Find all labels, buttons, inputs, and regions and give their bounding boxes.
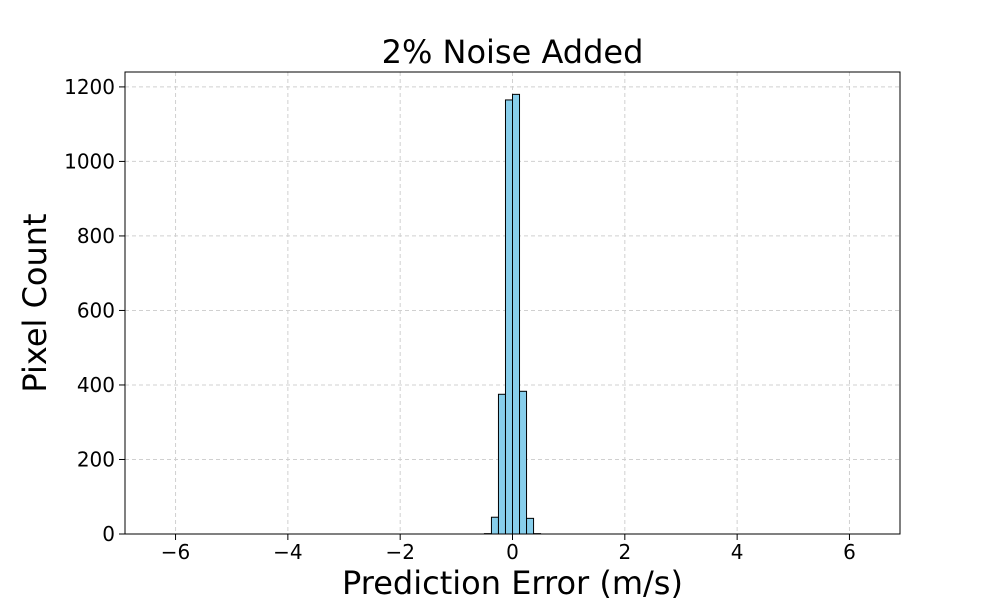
x-tick-label: −2 xyxy=(385,540,414,564)
x-tick-label: −4 xyxy=(273,540,302,564)
x-axis: −6 −4 −2 0 2 4 6 xyxy=(161,534,856,564)
x-tick-label: −6 xyxy=(161,540,190,564)
x-tick-label: 0 xyxy=(506,540,519,564)
x-tick-label: 2 xyxy=(618,540,631,564)
y-tick-label: 600 xyxy=(77,298,115,322)
histogram-bar xyxy=(513,94,520,534)
y-tick-label: 0 xyxy=(102,522,115,546)
x-tick-label: 6 xyxy=(843,540,856,564)
histogram-bar xyxy=(505,100,512,534)
histogram-bar xyxy=(520,391,527,534)
histogram-bars xyxy=(484,94,540,534)
y-tick-label: 200 xyxy=(77,447,115,471)
y-tick-label: 1200 xyxy=(64,75,115,99)
chart-title: 2% Noise Added xyxy=(382,33,644,71)
y-tick-label: 800 xyxy=(77,224,115,248)
histogram-bar xyxy=(491,517,498,534)
x-axis-label: Prediction Error (m/s) xyxy=(342,564,683,600)
y-axis-label: Pixel Count xyxy=(16,213,54,392)
histogram-bar xyxy=(527,518,534,534)
y-tick-label: 1000 xyxy=(64,149,115,173)
x-tick-label: 4 xyxy=(731,540,744,564)
y-tick-label: 400 xyxy=(77,373,115,397)
histogram-bar xyxy=(498,394,505,534)
y-axis: 0 200 400 600 800 1000 1200 xyxy=(64,75,125,546)
